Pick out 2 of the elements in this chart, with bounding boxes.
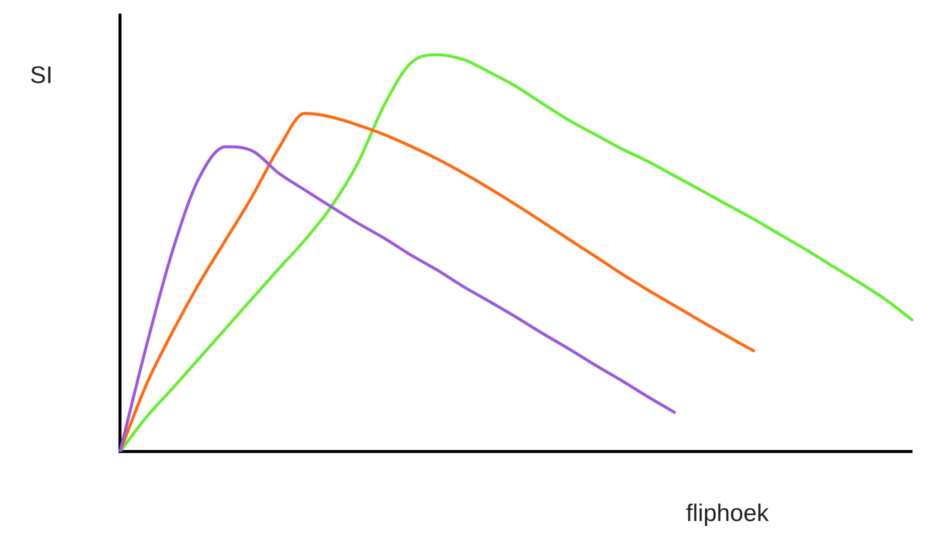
y-axis-title: SI bbox=[30, 62, 53, 90]
x-axis-title: fliphoek bbox=[686, 500, 769, 528]
